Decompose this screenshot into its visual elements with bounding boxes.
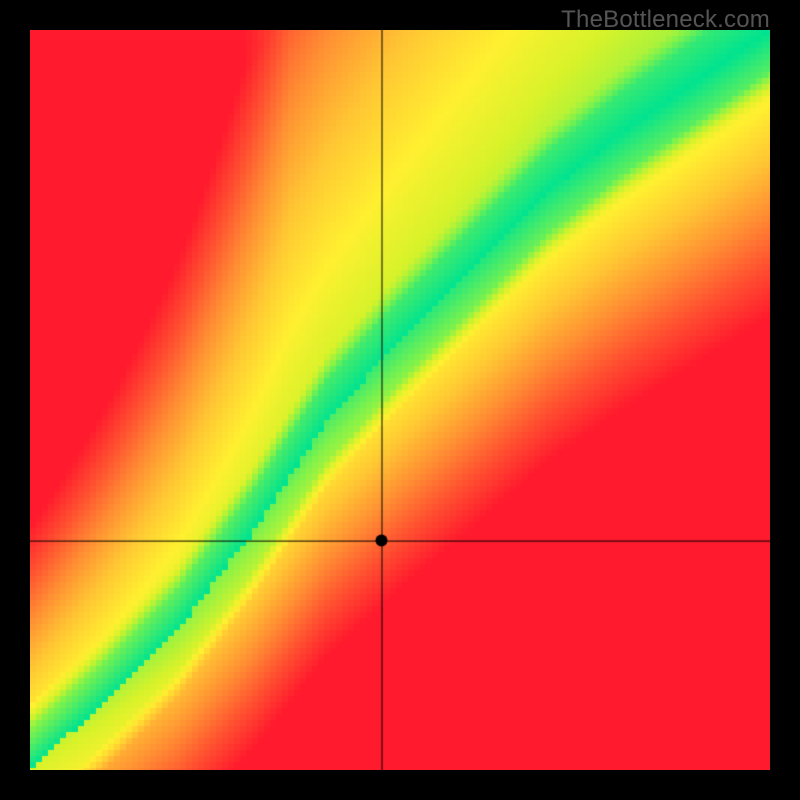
bottleneck-heatmap [30, 30, 770, 770]
figure-container: TheBottleneck.com [0, 0, 800, 800]
